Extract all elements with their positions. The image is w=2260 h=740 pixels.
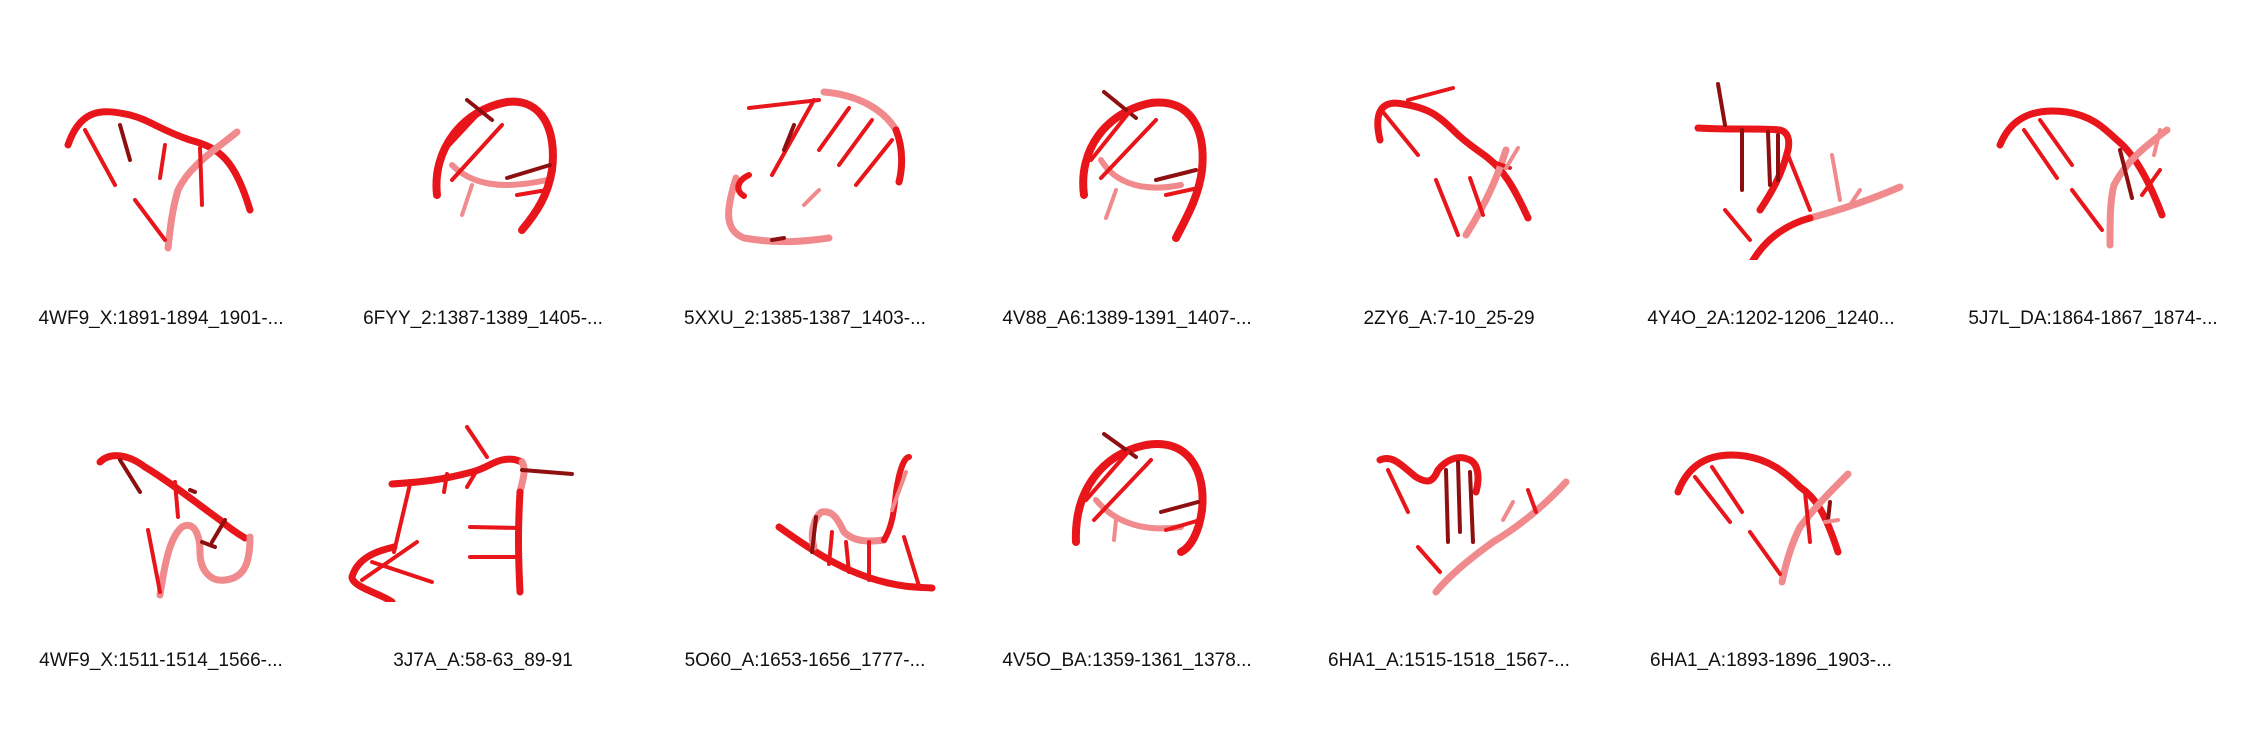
structure-card[interactable]: 4Y4O_2A:1202-1206_1240...	[1610, 0, 1932, 329]
structure-card[interactable]: 3J7A_A:58-63_89-91	[322, 342, 644, 671]
structure-label: 6FYY_2:1387-1389_1405-...	[363, 308, 603, 329]
rna-backbone-icon	[775, 454, 936, 592]
structure-card[interactable]: 6HA1_A:1893-1896_1903-...	[1610, 342, 1932, 671]
structure-label: 6HA1_A:1515-1518_1567-...	[1328, 650, 1570, 671]
rna-backbone-icon	[1996, 107, 2171, 249]
structure-card[interactable]: 4WF9_X:1511-1514_1566-...	[0, 342, 322, 671]
rna-backbone-icon	[432, 97, 557, 234]
structure-card[interactable]: 6HA1_A:1515-1518_1567-...	[1288, 342, 1610, 671]
rna-backbone-icon	[1376, 454, 1570, 596]
rna-backbone-icon	[1674, 451, 1852, 586]
structure-card[interactable]: 4WF9_X:1891-1894_1901-...	[0, 0, 322, 329]
structure-card[interactable]: 5XXU_2:1385-1387_1403-...	[644, 0, 966, 329]
rna-backbone-icon	[725, 88, 906, 246]
structure-card[interactable]: 5J7L_DA:1864-1867_1874-...	[1932, 0, 2254, 329]
structure-label: 4WF9_X:1511-1514_1566-...	[39, 650, 283, 671]
structure-label: 4V5O_BA:1359-1361_1378...	[1002, 650, 1252, 671]
structure-label: 2ZY6_A:7-10_25-29	[1363, 308, 1535, 329]
structure-card[interactable]: 4V5O_BA:1359-1361_1378...	[966, 342, 1288, 671]
rna-backbone-icon	[1079, 90, 1207, 242]
rna-backbone-icon	[1694, 82, 1904, 260]
structure-label: 4V88_A6:1389-1391_1407-...	[1002, 308, 1252, 329]
structure-label: 5O60_A:1653-1656_1777-...	[684, 650, 926, 671]
rna-backbone-icon	[64, 108, 254, 252]
structure-label: 4Y4O_2A:1202-1206_1240...	[1647, 308, 1895, 329]
rna-backbone-icon	[1071, 432, 1207, 556]
structure-label: 4WF9_X:1891-1894_1901-...	[38, 308, 284, 329]
structure-label: 3J7A_A:58-63_89-91	[393, 650, 573, 671]
structure-label: 6HA1_A:1893-1896_1903-...	[1650, 650, 1892, 671]
rna-backbone-icon	[348, 425, 574, 602]
structure-card[interactable]: 6FYY_2:1387-1389_1405-...	[322, 0, 644, 329]
structure-card[interactable]: 4V88_A6:1389-1391_1407-...	[966, 0, 1288, 329]
structure-card[interactable]: 2ZY6_A:7-10_25-29	[1288, 0, 1610, 329]
structure-card[interactable]: 5O60_A:1653-1656_1777-...	[644, 342, 966, 671]
structure-label: 5J7L_DA:1864-1867_1874-...	[1968, 308, 2218, 329]
structure-label: 5XXU_2:1385-1387_1403-...	[684, 308, 926, 329]
rna-backbone-icon	[1374, 86, 1532, 239]
rna-backbone-icon	[96, 452, 254, 599]
